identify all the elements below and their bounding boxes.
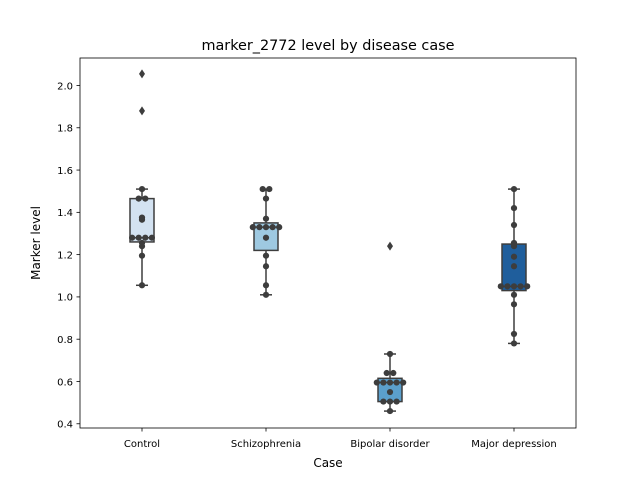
y-tick-label: 1.8 (57, 124, 73, 135)
swarm-point (138, 185, 146, 193)
swarm-point (400, 379, 407, 386)
swarm-point (380, 398, 387, 405)
plot-area (80, 58, 576, 428)
y-tick-label: 0.4 (57, 420, 73, 431)
swarm-point (393, 398, 400, 405)
x-tick-label: Control (124, 439, 160, 450)
swarm-point (138, 239, 146, 247)
swarm-point (135, 234, 142, 241)
swarm-2 (249, 185, 283, 298)
swarm-point (148, 234, 155, 241)
y-axis-label: Marker level (29, 206, 43, 280)
swarm-point (510, 221, 518, 229)
swarm-point (262, 291, 270, 298)
swarm-point (510, 205, 518, 212)
swarm-point (262, 224, 270, 231)
swarm-point (386, 350, 394, 358)
swarm-point (266, 185, 273, 193)
swarm-point (510, 340, 518, 347)
swarm-points-layer (129, 185, 531, 415)
swarm-point (142, 195, 149, 202)
outlier-point (139, 106, 145, 116)
y-tick-label: 0.6 (57, 377, 73, 388)
swarm-point (262, 263, 270, 270)
swarm-point (510, 291, 518, 298)
swarm-point (386, 388, 394, 396)
chart-title: marker_2772 level by disease case (201, 38, 454, 54)
swarm-point (510, 185, 518, 193)
swarm-point (510, 263, 518, 270)
swarm-point (262, 195, 270, 202)
swarm-point (249, 224, 256, 231)
swarm-point (262, 282, 270, 289)
x-axis-label: Case (313, 456, 342, 470)
y-axis: 0.4 0.6 0.8 1.0 1.2 1.4 1.6 1.8 2.0 (57, 81, 80, 431)
axes-frame (79, 57, 577, 429)
swarm-1 (129, 185, 155, 289)
swarm-point (386, 398, 394, 405)
swarm-point (497, 283, 504, 290)
swarm-point (262, 215, 270, 222)
swarm-point (510, 239, 518, 247)
y-tick-label: 1.6 (57, 166, 73, 177)
swarm-point (129, 234, 136, 241)
swarm-point (510, 301, 518, 308)
swarm-point (262, 252, 270, 259)
x-tick-label: Bipolar disorder (350, 439, 430, 450)
outlier-point (387, 241, 393, 251)
swarm-point (510, 330, 518, 338)
y-tick-label: 2.0 (57, 81, 73, 92)
y-tick-label: 1.0 (57, 293, 73, 304)
swarm-point (380, 379, 387, 386)
y-tick-label: 1.2 (57, 250, 73, 261)
swarm-point (386, 407, 394, 415)
swarm-point (393, 379, 400, 386)
swarm-point (138, 214, 146, 221)
x-tick-label: Schizophrenia (231, 439, 301, 450)
swarm-point (256, 224, 263, 231)
swarm-point (524, 283, 531, 290)
swarm-point (510, 283, 518, 290)
swarm-point (373, 379, 380, 386)
swarm-point (504, 283, 511, 290)
swarm-point (386, 379, 394, 386)
swarm-point (517, 283, 524, 290)
swarm-point (269, 224, 276, 231)
swarm-point (383, 369, 390, 377)
swarm-3 (373, 350, 407, 415)
swarm-point (259, 185, 266, 193)
y-tick-label: 0.8 (57, 335, 73, 346)
swarm-point (135, 195, 142, 202)
x-axis: Control Schizophrenia Bipolar disorder Majo… (124, 428, 557, 450)
swarm-point (276, 224, 283, 231)
swarm-point (390, 369, 397, 377)
swarm-point (138, 282, 146, 289)
swarm-point (138, 252, 146, 259)
swarm-point (510, 253, 518, 260)
outlier-point (139, 69, 145, 79)
swarm-point (142, 234, 149, 241)
swarm-point (262, 234, 270, 241)
swarm-4 (497, 185, 531, 347)
y-tick-label: 1.4 (57, 208, 73, 219)
x-tick-label: Major depression (471, 439, 557, 450)
